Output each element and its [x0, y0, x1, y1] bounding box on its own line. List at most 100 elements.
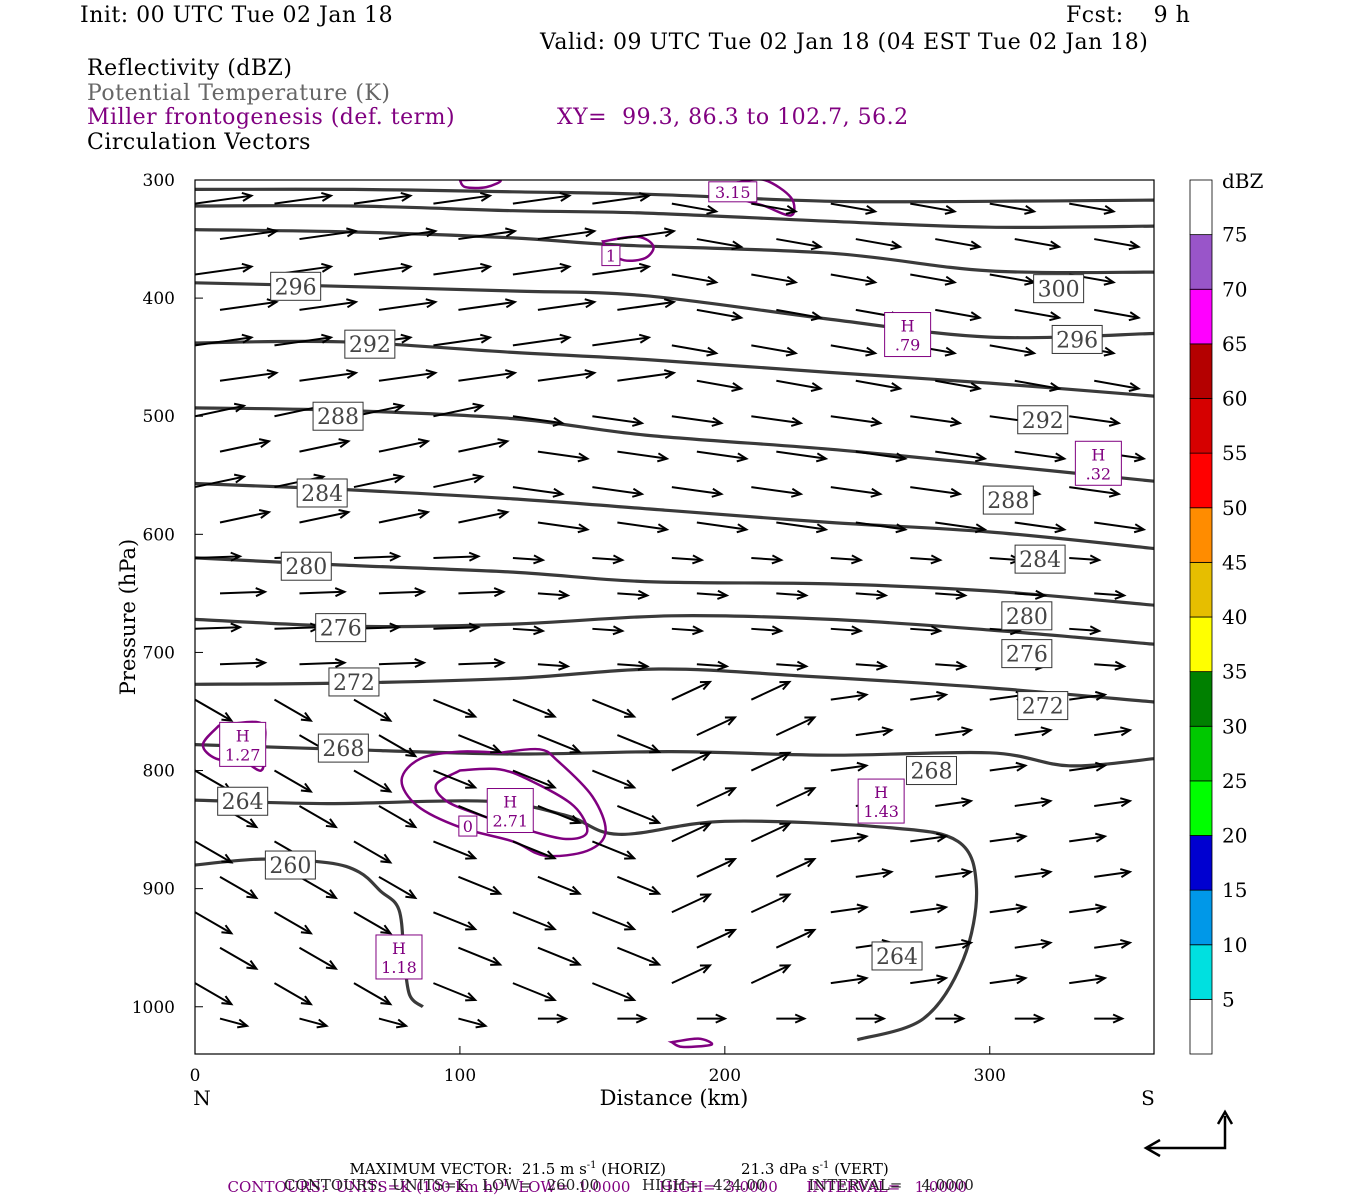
vector-shaft	[830, 906, 867, 914]
vector-shaft	[219, 875, 257, 899]
vector-shaft	[537, 592, 568, 597]
colorbar-segment	[1189, 179, 1213, 236]
circulation-vector	[592, 415, 645, 427]
vector-head	[241, 262, 254, 273]
vector-shaft	[830, 556, 861, 562]
vector-head	[612, 625, 625, 636]
colorbar-segment	[1189, 998, 1213, 1055]
circulation-vector	[935, 797, 974, 808]
fronto-max-value: 2.71	[492, 812, 528, 831]
fronto-max-value: 1.27	[225, 745, 261, 764]
vector-shaft	[433, 982, 476, 1001]
colorbar-tick-label: 55	[1222, 441, 1247, 465]
vector-head	[969, 240, 983, 251]
vector-head	[856, 974, 869, 985]
vector-head	[856, 903, 869, 914]
vector-shaft	[617, 875, 660, 895]
vector-head	[380, 711, 393, 722]
vector-shaft	[989, 835, 1026, 843]
colorbar-tick-label: 30	[1222, 714, 1247, 738]
vector-head	[1128, 311, 1141, 322]
circulation-vector	[378, 657, 427, 668]
vector-head	[475, 1018, 488, 1029]
circulation-vector	[195, 622, 243, 633]
vector-head	[624, 850, 637, 860]
vector-head	[649, 956, 662, 966]
vector-head	[569, 814, 582, 825]
circulation-vector	[775, 716, 817, 737]
vector-head	[552, 487, 565, 498]
vector-head	[400, 333, 413, 344]
field-reflectivity: Reflectivity (dBZ)	[87, 56, 293, 81]
fronto-max-value: 1.43	[863, 802, 899, 821]
vector-head	[649, 744, 662, 754]
colorbar-segment	[1189, 671, 1213, 727]
circulation-vector	[378, 298, 438, 311]
vector-head	[870, 417, 883, 427]
vector-shaft	[696, 787, 736, 807]
theta-label: 284	[301, 482, 343, 507]
circulation-vector	[617, 298, 677, 311]
vector-head	[338, 438, 351, 448]
colorbar-segment	[1189, 944, 1213, 1000]
vector-head	[316, 1018, 329, 1029]
fronto-contours-line: CONTOURS: UNITS=K (100 km h)-1 LOW= 1.00…	[227, 1178, 968, 1196]
vector-head	[890, 382, 903, 392]
circulation-vector	[910, 202, 958, 215]
vector-head	[334, 657, 347, 668]
vector-head	[624, 992, 637, 1002]
vector-shaft	[830, 977, 867, 985]
vector-shaft	[1069, 835, 1106, 843]
circulation-vector	[935, 660, 968, 671]
fronto-label: 0	[463, 817, 473, 836]
circulation-vector	[1069, 903, 1108, 914]
valid-time: Valid: 09 UTC Tue 02 Jan 18 (04 EST Tue …	[540, 30, 1149, 55]
vector-head	[804, 858, 817, 868]
circulation-vector	[299, 509, 351, 524]
fronto-max-box	[1074, 440, 1122, 486]
vector-shaft	[1094, 238, 1139, 248]
circulation-vector	[910, 273, 958, 286]
theta-label: 280	[1006, 605, 1048, 630]
vector-shaft	[776, 592, 807, 597]
vector-shaft	[512, 194, 570, 205]
fronto-max-value: .32	[1086, 464, 1111, 483]
vector-shaft	[1014, 521, 1065, 531]
vector-shaft	[830, 764, 867, 772]
circulation-vector	[751, 202, 799, 215]
circulation-vector	[671, 893, 713, 914]
circulation-vector	[1014, 797, 1053, 808]
colorbar-tick-label: 45	[1222, 550, 1247, 574]
circulation-vector	[830, 974, 869, 985]
vector-shaft	[537, 230, 595, 241]
vector-shaft	[750, 822, 790, 843]
circulation-vector	[299, 227, 359, 241]
circulation-vector	[433, 551, 481, 562]
circulation-vector	[1014, 308, 1062, 322]
theta-label-box	[982, 485, 1034, 515]
vector-head	[717, 589, 730, 600]
vector-shaft	[696, 592, 727, 597]
vector-shaft	[671, 344, 717, 355]
vector-head	[584, 369, 597, 380]
circulation-vector	[592, 262, 652, 276]
vector-head	[233, 473, 247, 484]
vector-head	[504, 227, 518, 238]
vector-shaft	[433, 769, 476, 789]
vector-head	[699, 680, 713, 691]
vector-shaft	[458, 946, 501, 966]
vector-head	[395, 1018, 409, 1029]
circulation-vector	[830, 690, 869, 701]
circulation-vector	[537, 805, 582, 825]
circulation-vector	[298, 805, 338, 829]
fronto-max-value: .79	[895, 336, 920, 355]
vector-shaft	[512, 627, 543, 632]
circulation-vector	[855, 660, 889, 671]
vector-shaft	[433, 911, 476, 931]
vector-shaft	[751, 486, 801, 496]
circulation-vector	[671, 486, 724, 498]
x-tick-label: 0	[190, 1066, 201, 1086]
vector-shaft	[299, 590, 345, 595]
vector-head	[699, 893, 713, 903]
vector-shaft	[195, 194, 252, 205]
